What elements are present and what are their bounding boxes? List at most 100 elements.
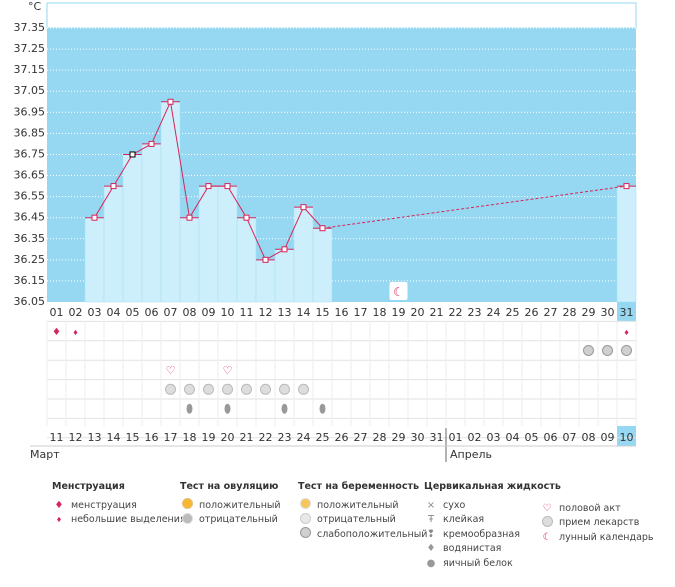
cycle-day-label: 28 — [563, 306, 577, 319]
watery-icon — [319, 403, 326, 414]
date-label: 31 — [430, 431, 444, 444]
cycle-day-label: 27 — [544, 306, 558, 319]
date-label: 13 — [88, 431, 102, 444]
pill-icon — [540, 515, 554, 530]
date-label: 24 — [297, 431, 311, 444]
y-tick-label: 37.05 — [14, 84, 46, 97]
pregnancy-positive-icon — [298, 498, 312, 512]
heart-icon: ♡ — [223, 364, 233, 377]
data-point — [148, 140, 155, 147]
line-segment — [246, 217, 266, 261]
pregnancy-negative-icon — [298, 512, 312, 527]
menstruation-light-icon: ♦ — [623, 329, 629, 337]
moon-icon: ☾ — [393, 285, 404, 299]
pill-icon — [298, 383, 309, 395]
data-point — [243, 214, 250, 221]
cycle-day-label: 12 — [259, 306, 273, 319]
drop-small-icon: ♦ — [55, 515, 63, 524]
pregnancy-weak-icon — [583, 345, 594, 356]
line-segment — [189, 185, 209, 218]
y-tick-label: 36.75 — [14, 147, 46, 160]
data-point — [167, 98, 174, 105]
legend-menstruation-title: Менструация — [52, 481, 125, 492]
egg-white-icon: ● — [426, 557, 436, 569]
legend-pregnancy: Тест на беременность положительный отриц… — [298, 481, 427, 542]
cycle-day-label: 17 — [354, 306, 368, 319]
date-label: 06 — [544, 431, 558, 444]
data-point — [129, 151, 136, 158]
bar — [198, 185, 219, 303]
cycle-day-label: 19 — [392, 306, 406, 319]
pill-icon — [222, 383, 233, 395]
bar — [179, 217, 200, 303]
data-point — [300, 204, 307, 211]
legend-pregnancy-title: Тест на беременность — [298, 481, 419, 492]
cycle-day-label: 21 — [430, 306, 444, 319]
legend-other: ♡ половой акт прием лекарств ☾ лунный кале… — [540, 501, 654, 545]
line-segment — [170, 101, 190, 218]
pill-icon — [260, 383, 271, 395]
pregnancy-weak-icon — [298, 527, 312, 541]
legend-pregnancy-item: положительный — [317, 499, 399, 511]
pill-icon — [165, 383, 176, 395]
legend-other-item: лунный календарь — [559, 531, 654, 543]
heart-icon: ♡ — [542, 502, 552, 514]
temperature-points: ☾ — [91, 98, 630, 300]
date-label: 15 — [126, 431, 140, 444]
legend-ovulation-title: Тест на овуляцию — [180, 481, 279, 492]
y-tick-label: 37.15 — [14, 63, 46, 76]
date-label: 30 — [411, 431, 425, 444]
cycle-day-label: 22 — [449, 306, 463, 319]
date-label: 27 — [354, 431, 368, 444]
line-segment — [284, 206, 304, 250]
data-point — [281, 246, 288, 253]
cycle-day-label: 26 — [525, 306, 539, 319]
legend-pregnancy-item: отрицательный — [317, 514, 396, 526]
legend-mucus-item: кремообразная — [443, 528, 520, 540]
legend-menstruation-item: менструация — [71, 499, 137, 511]
y-axis-unit: °C — [28, 0, 42, 13]
bar — [103, 185, 124, 303]
grid-lines — [47, 27, 636, 282]
date-label: 17 — [164, 431, 178, 444]
pregnancy-weak-icon — [602, 345, 613, 356]
date-label: 26 — [335, 431, 349, 444]
date-label: 10 — [620, 431, 634, 444]
data-point — [186, 214, 193, 221]
pill-icon — [241, 383, 252, 395]
date-label: 01 — [449, 431, 463, 444]
cycle-day-label: 31 — [620, 306, 634, 319]
line-segment — [322, 185, 627, 229]
data-point — [224, 183, 231, 190]
legend-ovulation-item: отрицательный — [199, 514, 278, 526]
line-segment — [132, 143, 152, 155]
date-label: 11 — [50, 431, 64, 444]
cycle-day-label: 30 — [601, 306, 615, 319]
pill-icon — [203, 383, 214, 395]
y-tick-label: 36.65 — [14, 169, 46, 182]
cycle-day-label: 04 — [107, 306, 121, 319]
date-label: 20 — [221, 431, 235, 444]
bar — [217, 185, 238, 303]
moon-marker-bg — [389, 282, 408, 300]
legend-mucus-item: клейкая — [443, 514, 485, 526]
bar — [255, 259, 276, 303]
date-label: 21 — [240, 431, 254, 444]
line-segment — [151, 101, 171, 145]
y-tick-label: 37.25 — [14, 42, 46, 55]
cycle-day-label: 29 — [582, 306, 596, 319]
drops-icon: ♦ — [54, 499, 64, 511]
line-segment — [303, 206, 323, 229]
cycle-day-label: 02 — [69, 306, 83, 319]
sticky-icon: Ŧ — [427, 514, 435, 526]
menstruation-heavy-icon: ♦ — [52, 327, 61, 338]
data-point — [262, 256, 269, 263]
bar — [274, 249, 295, 303]
line-segment — [113, 154, 133, 187]
cycle-day-label: 15 — [316, 306, 330, 319]
y-tick-label: 36.85 — [14, 126, 46, 139]
heart-icon: ♡ — [166, 364, 176, 377]
y-tick-label: 36.35 — [14, 232, 46, 245]
date-label: 19 — [202, 431, 216, 444]
date-label: 14 — [107, 431, 121, 444]
